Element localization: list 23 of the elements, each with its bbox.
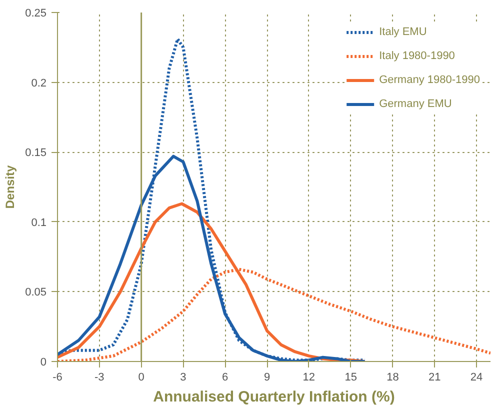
y-tick-label: 0.05 bbox=[25, 286, 47, 299]
y-tick-label: 0.2 bbox=[31, 77, 47, 90]
y-tick-label: 0.25 bbox=[25, 8, 47, 20]
y-tick-label: 0.1 bbox=[31, 216, 47, 229]
legend-label: Germany 1980-1990 bbox=[379, 74, 480, 86]
x-tick-label: -6 bbox=[52, 372, 62, 384]
x-tick-label: 18 bbox=[386, 372, 399, 384]
y-axis-title: Density bbox=[3, 165, 18, 209]
x-tick-label: 0 bbox=[138, 372, 144, 384]
x-tick-label: 24 bbox=[470, 372, 483, 384]
x-tick-label: 21 bbox=[428, 372, 441, 384]
x-tick-label: 6 bbox=[222, 372, 228, 384]
legend-label: Germany EMU bbox=[379, 98, 452, 110]
x-axis-title: Annualised Quarterly Inflation (%) bbox=[153, 388, 395, 406]
y-tick-label: 0 bbox=[40, 356, 47, 368]
x-tick-label: 12 bbox=[302, 372, 316, 384]
x-tick-label: 3 bbox=[180, 372, 186, 384]
x-tick-label: 9 bbox=[264, 372, 270, 384]
legend-label: Italy EMU bbox=[379, 26, 427, 38]
x-tick-label: -3 bbox=[94, 372, 104, 384]
x-tick-label: 15 bbox=[344, 372, 357, 384]
legend-label: Italy 1980-1990 bbox=[379, 50, 455, 62]
y-tick-label: 0.15 bbox=[25, 147, 47, 160]
